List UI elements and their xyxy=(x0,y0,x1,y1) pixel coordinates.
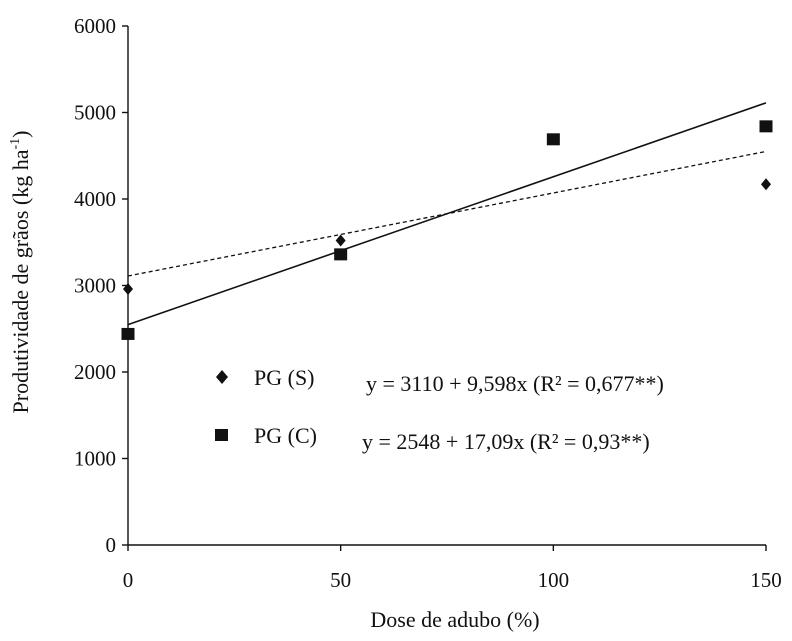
legend: PG (S) y = 3110 + 9,598x (R² = 0,677**) … xyxy=(215,365,664,454)
legend-label-pg-c: PG (C) xyxy=(254,423,317,448)
equation-pg-s: y = 3110 + 9,598x (R² = 0,677**) xyxy=(366,371,664,396)
x-tick-label: 50 xyxy=(330,568,351,592)
diamond-marker xyxy=(335,234,346,247)
legend-marker-diamond xyxy=(216,370,228,384)
y-axis-ticks: 0 1000 2000 3000 4000 5000 6000 xyxy=(74,14,128,557)
y-tick-label: 6000 xyxy=(74,14,116,38)
data-markers xyxy=(121,120,773,340)
legend-label-pg-s: PG (S) xyxy=(254,365,315,390)
y-axis-title-main: Produtividade de grãos (kg ha xyxy=(8,149,33,413)
y-tick-label: 2000 xyxy=(74,360,116,384)
legend-marker-square xyxy=(215,429,228,441)
x-axis-ticks: 0 50 100 150 xyxy=(123,545,782,592)
diamond-marker xyxy=(123,282,133,295)
y-axis-title: Produtividade de grãos (kg ha-1) xyxy=(8,131,33,414)
square-marker xyxy=(121,327,135,340)
legend-entry-pg-s: PG (S) y = 3110 + 9,598x (R² = 0,677**) xyxy=(216,365,664,396)
x-axis-title: Dose de adubo (%) xyxy=(370,607,539,632)
legend-entry-pg-c: PG (C) y = 2548 + 17,09x (R² = 0,93**) xyxy=(215,423,650,454)
y-tick-label: 1000 xyxy=(74,447,116,471)
y-tick-label: 3000 xyxy=(74,274,116,298)
x-tick-label: 150 xyxy=(750,568,782,592)
square-marker xyxy=(759,120,773,133)
trendline-series-1 xyxy=(127,102,767,326)
plot-area xyxy=(127,26,766,546)
y-tick-label: 0 xyxy=(106,533,117,557)
y-axis-title-superscript: -1 xyxy=(8,138,23,150)
y-tick-label: 4000 xyxy=(74,187,116,211)
y-tick-label: 5000 xyxy=(74,101,116,125)
square-marker xyxy=(546,133,560,146)
y-axis-title-close: ) xyxy=(8,131,33,138)
equation-pg-c: y = 2548 + 17,09x (R² = 0,93**) xyxy=(362,429,650,454)
square-marker xyxy=(334,248,348,261)
trendlines xyxy=(127,102,767,326)
diamond-marker xyxy=(761,178,771,191)
x-tick-label: 100 xyxy=(538,568,570,592)
x-tick-label: 0 xyxy=(123,568,134,592)
